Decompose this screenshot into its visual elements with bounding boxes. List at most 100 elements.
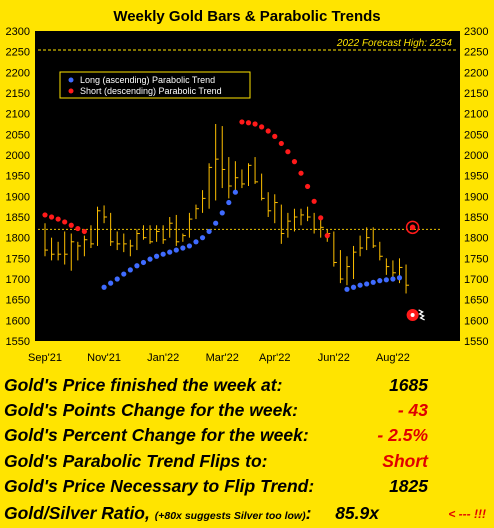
parabolic-dot [291, 159, 298, 165]
y-tick-label: 1900 [464, 191, 488, 203]
parabolic-dot [48, 214, 55, 220]
parabolic-dot [239, 119, 245, 125]
parabolic-dot [62, 219, 68, 225]
parabolic-dot [396, 275, 403, 281]
parabolic-dot [304, 183, 311, 190]
parabolic-dot [364, 281, 370, 287]
y-tick-label: 2250 [6, 47, 30, 59]
parabolic-dot [153, 253, 160, 259]
parabolic-dot [81, 228, 87, 235]
parabolic-dot [245, 120, 252, 126]
x-tick-label: Nov'21 [87, 352, 121, 364]
y-tick-label: 2100 [464, 109, 488, 121]
legend-marker [68, 88, 74, 94]
y-tick-label: 2250 [464, 47, 488, 59]
parabolic-dot [213, 220, 219, 226]
legend-label: Short (descending) Parabolic Trend [80, 86, 222, 96]
x-tick-label: Jun'22 [318, 352, 350, 364]
price-value: 1685 [389, 375, 428, 395]
percent-value: - 2.5% [377, 425, 428, 445]
stat-row-price: Gold's Price finished the week at: 1685 [4, 375, 490, 399]
y-tick-label: 2200 [6, 67, 30, 79]
parabolic-dot [180, 245, 186, 251]
legend-box [59, 71, 251, 99]
parabolic-dot [206, 228, 212, 235]
y-tick-label: 2000 [6, 150, 30, 162]
parabolic-dot [186, 243, 193, 249]
parabolic-dot [167, 249, 173, 255]
parabolic-dot [121, 271, 127, 277]
y-axis-right: 1550 1600 1650 1700 1750 1800 1850 1900 1950 2000… [464, 26, 488, 348]
y-axis-left: 1550 1600 1650 1700 1750 1800 1850 1900 1950 2000… [6, 26, 30, 348]
y-tick-label: 2150 [464, 88, 488, 100]
y-tick-label: 2300 [464, 26, 488, 38]
y-tick-label: 2050 [464, 129, 488, 141]
stat-row-percent: Gold's Percent Change for the week: - 2.… [4, 425, 490, 449]
stat-row-flip-price: Gold's Price Necessary to Flip Trend: 18… [4, 476, 490, 500]
chart-title: Weekly Gold Bars & Parabolic Trends [113, 8, 381, 25]
parabolic-dot [259, 124, 265, 130]
reference-lines: 2022 Forecast High: 2254 [38, 38, 457, 230]
parabolic-dot [160, 251, 166, 257]
flip-label: Gold's Parabolic Trend Flips to: [4, 451, 268, 471]
parabolic-dot [318, 215, 324, 221]
x-tick-label: Apr'22 [259, 352, 290, 364]
parabolic-dot [173, 247, 179, 253]
parabolic-dot [140, 259, 147, 266]
ratio-title: Gold/Silver Ratio, [4, 503, 150, 523]
y-tick-label: 1800 [464, 233, 488, 245]
percent-label: Gold's Percent Change for the week: [4, 425, 309, 445]
y-tick-label: 2050 [6, 129, 30, 141]
parabolic-dot [344, 286, 350, 292]
stat-row-flip: Gold's Parabolic Trend Flips to: Short [4, 451, 490, 475]
y-tick-label: 1950 [6, 171, 30, 183]
y-tick-label: 1800 [6, 233, 30, 245]
parabolic-dot [311, 198, 317, 204]
legend-label: Long (ascending) Parabolic Trend [80, 75, 215, 85]
parabolic-dot [377, 278, 383, 284]
parabolic-dot [390, 276, 396, 282]
parabolic-dot [232, 189, 238, 195]
parabolic-dot [219, 210, 225, 216]
parabolic-dot [278, 140, 284, 147]
markers [405, 220, 425, 321]
stats-panel: Gold's Price finished the week at: 1685 … [0, 373, 494, 528]
y-tick-label: 2300 [6, 26, 30, 38]
parabolic-dot [324, 233, 330, 239]
parabolic-dot [298, 170, 304, 176]
ratio-note: (+80x suggests Silver too low) [154, 510, 306, 522]
y-tick-label: 1900 [6, 191, 30, 203]
short-signal-center [410, 312, 415, 317]
y-tick-label: 1750 [464, 253, 488, 265]
flip-target-ring [405, 220, 420, 235]
flip-price-value: 1825 [389, 476, 428, 496]
y-tick-label: 1700 [6, 274, 30, 286]
parabolic-dot [75, 225, 81, 232]
x-tick-label: Sep'21 [28, 352, 62, 364]
parabolic-dot [226, 199, 232, 206]
parabolic-dot [68, 222, 74, 228]
short-signal-arrow [418, 309, 425, 321]
flip-target-dot [409, 224, 416, 231]
y-tick-label: 2000 [464, 150, 488, 162]
y-tick-label: 2200 [464, 67, 488, 79]
y-tick-label: 1950 [464, 171, 488, 183]
parabolic-dot [101, 284, 107, 290]
parabolic-dot [370, 279, 376, 285]
ratio-colon: : [305, 503, 312, 523]
y-tick-label: 2100 [6, 109, 30, 121]
y-tick-label: 1600 [6, 315, 30, 327]
parabolic-dot [114, 276, 120, 282]
parabolic-dot [199, 235, 206, 241]
parabolic-dot [350, 284, 357, 290]
stat-row-ratio: Gold/Silver Ratio, (+80x suggests Silver… [4, 503, 490, 527]
y-tick-label: 1600 [464, 315, 488, 327]
y-tick-label: 1850 [464, 212, 488, 224]
parabolic-dot [108, 280, 114, 286]
price-bars [44, 124, 410, 294]
parabolic-dot [252, 121, 258, 127]
parabolic-dot [134, 263, 140, 269]
forecast-label: 2022 Forecast High: 2254 [336, 38, 453, 49]
flip-value: Short [382, 451, 428, 471]
points-label: Gold's Points Change for the week: [4, 400, 298, 420]
